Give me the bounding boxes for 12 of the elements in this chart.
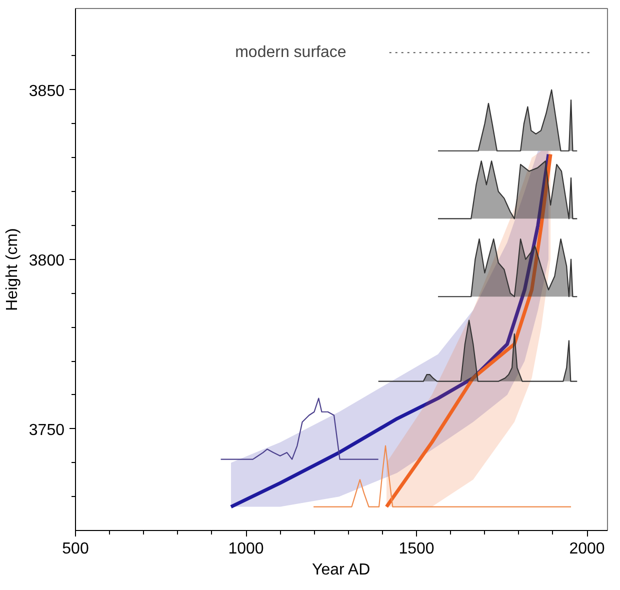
ref-line-label: modern surface: [235, 44, 346, 62]
x-axis-title: Year AD: [312, 562, 370, 578]
x-tick-label: 1000: [228, 540, 264, 558]
y-tick-label: 3750: [28, 422, 65, 439]
y-axis-title: Height (cm): [4, 228, 21, 311]
y-tick-label: 3850: [28, 82, 65, 100]
y-tick-label: 3800: [28, 252, 65, 270]
x-tick-label: 1500: [398, 540, 434, 558]
line-series: [312, 445, 572, 508]
line-series: [220, 398, 379, 460]
x-tick-label: 500: [62, 540, 89, 558]
x-tick-label: 2000: [569, 540, 605, 558]
